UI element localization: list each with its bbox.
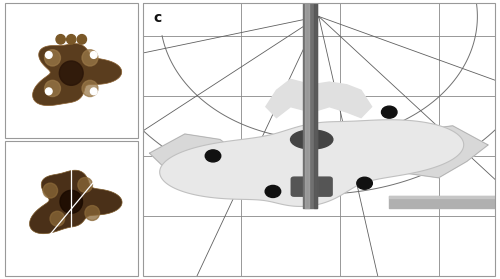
Circle shape: [60, 61, 83, 85]
Polygon shape: [160, 120, 464, 206]
FancyBboxPatch shape: [290, 176, 333, 197]
Polygon shape: [32, 44, 122, 105]
Circle shape: [56, 35, 66, 44]
Circle shape: [46, 52, 52, 58]
Circle shape: [85, 206, 100, 220]
Circle shape: [90, 88, 97, 95]
Circle shape: [90, 52, 97, 58]
Circle shape: [82, 50, 98, 66]
Polygon shape: [30, 170, 122, 234]
Ellipse shape: [290, 130, 333, 149]
Circle shape: [60, 190, 82, 213]
Circle shape: [46, 88, 52, 95]
Polygon shape: [389, 126, 488, 178]
Circle shape: [66, 35, 76, 44]
Circle shape: [44, 80, 60, 97]
Circle shape: [205, 150, 221, 162]
Circle shape: [82, 80, 98, 97]
Circle shape: [265, 186, 280, 198]
Text: c: c: [153, 11, 162, 25]
Circle shape: [50, 211, 64, 226]
Polygon shape: [150, 134, 241, 183]
Polygon shape: [266, 79, 372, 118]
Text: a: a: [10, 9, 20, 23]
Circle shape: [382, 106, 397, 118]
Circle shape: [44, 50, 60, 66]
Circle shape: [43, 183, 58, 198]
Text: b: b: [10, 148, 20, 162]
Circle shape: [77, 35, 86, 44]
Circle shape: [78, 177, 92, 192]
Circle shape: [357, 177, 372, 189]
